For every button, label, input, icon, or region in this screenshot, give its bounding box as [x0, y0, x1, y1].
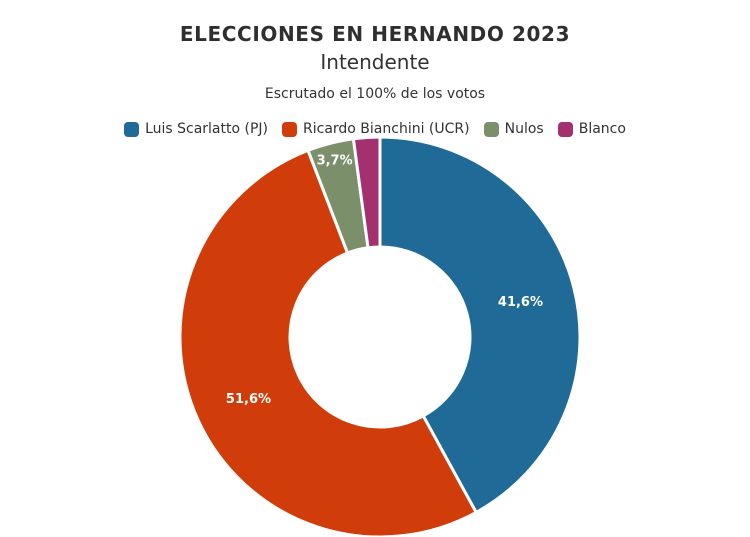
legend-item-bianchini[interactable]: Ricardo Bianchini (UCR) [282, 121, 470, 137]
chart-caption: Escrutado el 100% de los votos [264, 86, 486, 102]
slice-blanco[interactable] [351, 135, 382, 250]
chart-subtitle: Intendente [320, 50, 430, 74]
legend-item-blanco[interactable]: Blanco [557, 121, 626, 137]
slice-label-nulos: 3,7% [317, 154, 353, 169]
donut-slices [178, 135, 582, 537]
legend-label: Luis Scarlatto (PJ) [145, 121, 268, 137]
slice-label-scarlatto: 41,6% [498, 295, 543, 310]
legend-item-nulos[interactable]: Nulos [483, 121, 544, 137]
legend-label: Blanco [578, 121, 626, 137]
legend-label: Ricardo Bianchini (UCR) [303, 121, 470, 137]
chart-title: ELECCIONES EN HERNANDO 2023 [179, 22, 571, 46]
legend-swatch [282, 121, 297, 137]
legend-label: Nulos [504, 121, 544, 137]
slice-label-bianchini: 51,6% [226, 392, 271, 407]
chart-legend: Luis Scarlatto (PJ) Ricardo Bianchini (U… [0, 121, 750, 137]
slice-bianchini[interactable] [178, 148, 478, 537]
legend-swatch [124, 121, 140, 137]
legend-item-scarlatto[interactable]: Luis Scarlatto (PJ) [124, 121, 268, 137]
legend-swatch [483, 121, 499, 137]
legend-swatch [557, 121, 573, 137]
slice-scarlatto[interactable] [378, 135, 582, 514]
donut-labels: 41,6% 51,6% 3,7% [226, 154, 543, 407]
